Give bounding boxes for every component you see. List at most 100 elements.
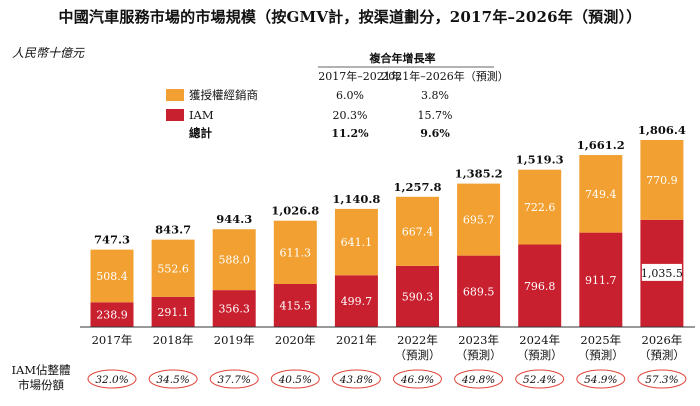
iam-value-label: 796.8 xyxy=(524,280,556,293)
total-value-label: 1,661.2 xyxy=(577,138,625,152)
year-label: 2018年 xyxy=(153,333,194,347)
dealer-value-label: 552.6 xyxy=(157,262,189,275)
iam-share-row: 32.0% 34.5% 37.7% 40.5% 43.8% 46.9% 49.8% 52.4%… xyxy=(11,363,687,392)
forecast-label: （預測） xyxy=(639,348,685,362)
legend-label: 總計 xyxy=(189,126,212,140)
iam-value-label: 499.7 xyxy=(341,295,373,308)
bar-iam xyxy=(457,255,501,327)
iam-value-label: 356.3 xyxy=(218,303,250,316)
dealer-value-label: 667.4 xyxy=(402,225,434,238)
bar-dealer xyxy=(640,140,684,220)
bar-iam xyxy=(212,290,256,327)
bar-iam xyxy=(90,302,134,327)
share-value: 57.3% xyxy=(645,374,678,386)
bar-iam xyxy=(396,265,439,327)
share-ellipse xyxy=(331,369,381,389)
bar-dealer xyxy=(579,155,623,233)
year-label: 2017年 xyxy=(92,333,133,347)
dealer-value-label: 641.1 xyxy=(341,236,373,249)
total-value-label: 1,026.8 xyxy=(271,204,319,218)
legend-label: IAM xyxy=(189,108,214,122)
share-row-label-2: 市場份額 xyxy=(18,378,64,392)
dealer-value-label: 695.7 xyxy=(463,214,495,227)
legend-label: 獲授權經銷商 xyxy=(189,88,258,102)
share-ellipse xyxy=(515,369,565,389)
share-ellipse xyxy=(454,369,504,389)
cagr-value: 6.0% xyxy=(336,89,364,102)
share-value: 54.9% xyxy=(584,374,617,386)
share-value: 34.5% xyxy=(156,374,189,386)
cagr-value: 11.2% xyxy=(331,127,369,140)
share-value: 46.9% xyxy=(400,374,434,386)
dealer-value-label: 588.0 xyxy=(218,254,250,267)
year-label: 2019年 xyxy=(214,333,255,347)
cagr-value: 9.6% xyxy=(420,127,450,140)
legend-swatch xyxy=(166,89,184,101)
share-value: 52.4% xyxy=(523,374,556,386)
bar-iam xyxy=(579,232,623,327)
share-ellipse xyxy=(270,369,320,389)
bar-dealer xyxy=(273,220,317,284)
year-label: 2024年 xyxy=(519,333,560,347)
iam-value-label: 590.3 xyxy=(402,290,434,303)
share-value: 32.0% xyxy=(95,374,128,386)
total-value-label: 747.3 xyxy=(94,233,130,247)
share-value: 37.7% xyxy=(218,374,251,386)
dealer-value-label: 611.3 xyxy=(280,246,312,259)
iam-value-label: 291.1 xyxy=(157,306,189,319)
iam-value-label: 238.9 xyxy=(96,309,128,322)
year-label: 2022年 xyxy=(397,333,438,347)
cagr-period: 2017年–2021年 xyxy=(318,69,402,83)
total-value-label: 843.7 xyxy=(155,223,191,237)
bar-dealer xyxy=(90,249,134,303)
cagr-value: 15.7% xyxy=(418,109,453,122)
legend-swatch xyxy=(166,109,184,121)
unit-label: 人民幣十億元 xyxy=(12,46,85,60)
bar-iam xyxy=(151,296,195,327)
total-value-label: 1,140.8 xyxy=(332,192,380,206)
year-label: 2026年 xyxy=(642,333,683,347)
share-ellipse xyxy=(576,369,626,389)
cagr-header: 複合年增長率 xyxy=(369,51,436,65)
bars: 238.9 508.4 747.3 291.1 552.6 843.7 356.3 588.0… xyxy=(90,123,686,327)
forecast-label: （預測） xyxy=(517,348,563,362)
dealer-value-label: 749.4 xyxy=(585,188,617,201)
bar-dealer xyxy=(212,229,256,291)
year-label: 2021年 xyxy=(336,333,377,347)
cagr-value: 3.8% xyxy=(421,89,449,102)
iam-label-box xyxy=(641,263,682,281)
iam-value-label: 689.5 xyxy=(463,285,495,298)
share-value: 40.5% xyxy=(278,374,312,386)
share-value: 43.8% xyxy=(339,374,373,386)
total-value-label: 1,519.3 xyxy=(516,153,564,167)
bar-iam xyxy=(334,275,378,327)
bar-dealer xyxy=(457,183,501,256)
share-ellipse xyxy=(637,369,687,389)
dealer-value-label: 722.6 xyxy=(524,201,556,214)
share-ellipse xyxy=(209,369,259,389)
year-label: 2025年 xyxy=(580,333,621,347)
share-row-label-1: IAM佔整體 xyxy=(11,363,70,377)
share-value: 49.8% xyxy=(461,374,495,386)
cagr-period: 2021年–2026年（預測） xyxy=(381,69,509,83)
forecast-label: （預測） xyxy=(578,348,624,362)
forecast-label: （預測） xyxy=(395,348,441,362)
chart-title: 中國汽車服務市場的市場規模（按GMV計，按渠道劃分，2017年–2026年（預測… xyxy=(58,8,642,26)
bar-iam xyxy=(273,283,317,327)
year-label: 2023年 xyxy=(458,333,499,347)
share-ellipse xyxy=(393,369,442,389)
bar-dealer xyxy=(334,208,378,276)
iam-value-label: 415.5 xyxy=(280,299,312,312)
share-ellipse xyxy=(148,369,198,389)
year-label: 2020年 xyxy=(275,333,316,347)
iam-value-label: 911.7 xyxy=(585,274,617,287)
dealer-value-label: 770.9 xyxy=(646,174,678,187)
total-value-label: 1,257.8 xyxy=(393,180,441,194)
bar-dealer xyxy=(518,169,562,245)
total-value-label: 1,806.4 xyxy=(638,123,686,137)
total-value-label: 944.3 xyxy=(216,212,252,226)
total-value-label: 1,385.2 xyxy=(455,167,503,181)
share-ellipse xyxy=(87,369,137,389)
